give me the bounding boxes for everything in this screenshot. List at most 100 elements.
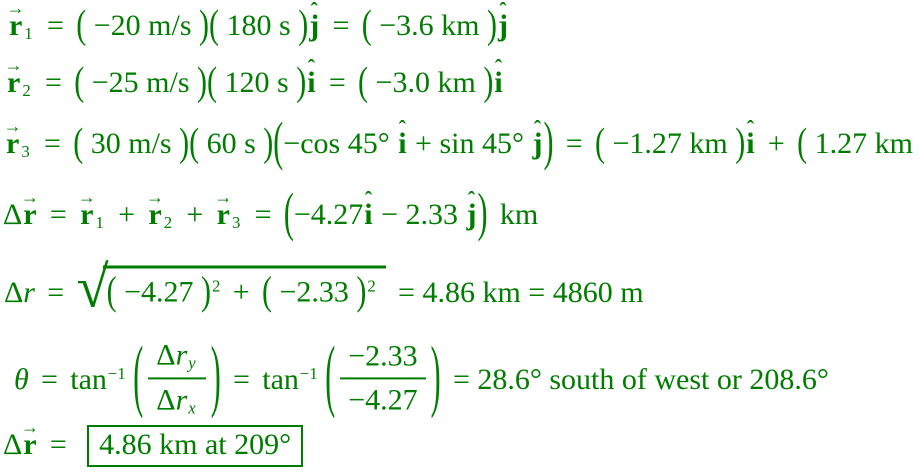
paren-close: ) (735, 120, 746, 166)
equals-sign: = (332, 9, 350, 42)
paren-open: ( (189, 120, 200, 166)
vector-base: r (216, 198, 230, 231)
r-symbol: r (175, 338, 188, 372)
tan-function: tan (70, 363, 107, 397)
equals-sign: = (47, 276, 65, 310)
paren-close: ) (356, 268, 367, 314)
plus-sign: + (186, 198, 204, 231)
vector-r-symbol: → r (146, 188, 164, 232)
paren-open: ( (594, 120, 605, 166)
equation-line-6: θ = tan−1 (Δry Δrx) = tan−1 (−2.33 −4.27) … (14, 331, 829, 422)
paren-open: ( (261, 268, 272, 314)
vector-r-symbol: → r (5, 56, 23, 100)
paren-open: ( (133, 331, 144, 421)
final-answer: 4.86 km at 209° (99, 428, 292, 461)
delta-symbol: Δ (156, 383, 176, 417)
vector-base: r (23, 198, 37, 231)
vector-subscript: 2 (22, 81, 31, 101)
paren-open: ( (283, 183, 294, 243)
radicand: ( −4.27 )2 + ( −2.33 )2 (102, 265, 386, 313)
y-component: −2.33 (279, 275, 349, 309)
sin-term: + sin 45° (415, 127, 524, 160)
subscript-y: y (188, 353, 196, 373)
result-value: −3.6 km (379, 9, 480, 42)
equation-line-1: → r 1 = ( −20 m/s )( 180 s ) ˆ j = ( −3.6 km… (7, 0, 509, 47)
vector-r-symbol: → r (7, 0, 25, 43)
unit-base: i (398, 127, 407, 160)
fraction-components: Δry Δrx (148, 338, 206, 419)
equals-sign: = (233, 363, 250, 397)
unit-base: i (494, 66, 503, 99)
paren-close: ) (179, 120, 190, 166)
denominator: Δrx (148, 377, 206, 419)
result-value: −3.0 km (375, 66, 476, 99)
paren-close: ) (477, 183, 488, 243)
paren-close: ) (486, 2, 497, 48)
paren-close: ) (201, 268, 212, 314)
velocity-factor: −20 m/s (93, 9, 192, 42)
denominator: −4.27 (340, 377, 426, 418)
time-factor: 180 s (226, 9, 291, 42)
paren-open: ( (273, 112, 284, 172)
hat-icon: ˆ (364, 187, 373, 212)
unit-base: j (309, 9, 320, 42)
vector-base: r (7, 66, 21, 99)
r-symbol: r (175, 383, 188, 417)
delta-symbol: Δ (3, 198, 23, 231)
unit-base: j (497, 9, 508, 42)
paren-open: ( (358, 59, 369, 105)
result-value: −1.27 km (612, 127, 728, 160)
fraction-values: −2.33 −4.27 (340, 340, 426, 418)
hat-icon: ˆ (310, 0, 318, 23)
vector-r-symbol: → r (21, 418, 39, 462)
unit-base: i (307, 66, 316, 99)
angle-result: = 28.6° south of west or 208.6° (452, 363, 829, 397)
paren-close: ) (296, 59, 307, 105)
equation-line-4: Δ → r = → r 1 + → r 2 + → r 3 = (−4.27 ˆ i − 2.33 … (3, 183, 539, 242)
unit-label: km (499, 198, 539, 231)
paren-close: ) (263, 120, 274, 166)
vector-arrow-icon: → (4, 54, 23, 75)
hat-icon: ˆ (746, 116, 755, 141)
equals-sign: = (565, 127, 583, 160)
radical-icon: √ (76, 254, 109, 320)
vector-subscript: 1 (95, 213, 104, 233)
unit-base: i (746, 127, 755, 160)
plus-sign: + (118, 198, 136, 231)
exponent: 2 (367, 276, 376, 296)
equals-sign: = (254, 198, 272, 231)
paren-open: ( (207, 59, 217, 105)
equals-sign: = (45, 66, 62, 99)
equals-sign: = (47, 9, 64, 42)
equals-sign: = (328, 66, 346, 99)
vector-arrow-icon: → (20, 186, 39, 207)
vector-subscript: 2 (163, 213, 173, 233)
paren-open: ( (73, 120, 84, 166)
paren-open: ( (106, 268, 117, 314)
time-factor: 120 s (224, 66, 289, 99)
paren-open: ( (797, 120, 808, 166)
inverse-exponent: −1 (299, 364, 318, 383)
hat-icon: ˆ (533, 116, 542, 141)
vector-base: r (148, 198, 162, 231)
vector-r-symbol: → r (4, 117, 22, 161)
vector-r-symbol: → r (78, 188, 96, 232)
hat-icon: ˆ (398, 116, 406, 141)
vector-r-symbol: → r (214, 188, 232, 232)
hat-icon: ˆ (467, 187, 476, 212)
vector-subscript: 3 (231, 213, 241, 233)
numerator: Δry (148, 338, 205, 377)
vector-arrow-icon: → (214, 186, 233, 207)
equation-line-7: Δ → r = 4.86 km at 209° (3, 418, 304, 467)
equals-sign: = (44, 127, 61, 160)
vector-arrow-icon: → (77, 186, 96, 207)
paren-open: ( (325, 331, 336, 421)
tan-function: tan (262, 363, 299, 397)
